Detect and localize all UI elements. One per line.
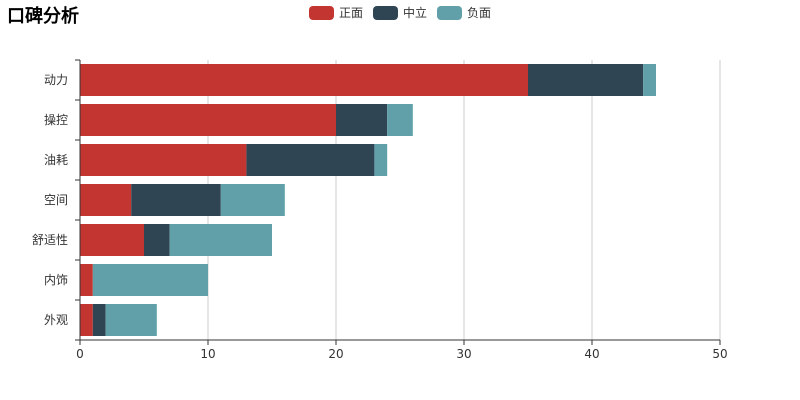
bar-negative	[387, 104, 413, 136]
bar-negative	[105, 304, 157, 336]
bar-negative	[643, 64, 656, 96]
x-tick-label: 20	[328, 347, 343, 361]
bar-positive	[80, 64, 528, 96]
bar-neutral	[336, 104, 388, 136]
bar-neutral	[144, 224, 170, 256]
y-tick-label: 外观	[44, 313, 68, 327]
bar-neutral	[528, 64, 644, 96]
bar-positive	[80, 184, 132, 216]
bar-negative	[169, 224, 272, 256]
y-tick-label: 舒适性	[32, 233, 68, 247]
bar-positive	[80, 224, 144, 256]
legend-item-negative[interactable]: 负面	[437, 4, 491, 21]
chart-title: 口碑分析	[7, 6, 79, 27]
bar-positive	[80, 144, 247, 176]
y-tick-label: 油耗	[44, 153, 68, 167]
bar-neutral	[246, 144, 375, 176]
y-tick-label: 操控	[44, 112, 68, 127]
bar-negative	[374, 144, 388, 176]
x-tick-label: 40	[584, 347, 599, 361]
legend-label-neutral: 中立	[403, 6, 428, 20]
legend-label-positive: 正面	[339, 6, 364, 20]
legend-item-neutral[interactable]: 中立	[373, 4, 427, 21]
bar-neutral	[131, 184, 221, 216]
y-tick-label: 内饰	[44, 273, 68, 287]
x-tick-label: 10	[200, 347, 215, 361]
bar-positive	[80, 264, 93, 296]
bar-positive	[80, 304, 93, 336]
legend-item-positive[interactable]: 正面	[309, 4, 363, 21]
x-tick-label: 50	[712, 347, 727, 361]
y-tick-label: 动力	[44, 73, 68, 87]
bar-neutral	[92, 304, 106, 336]
bar-positive	[80, 104, 336, 136]
legend: 正面 中立 负面	[309, 4, 501, 21]
x-tick-label: 0	[76, 347, 84, 361]
legend-label-negative: 负面	[467, 6, 492, 20]
x-tick-label: 30	[456, 347, 471, 361]
y-tick-label: 空间	[44, 193, 68, 207]
legend-swatch-neutral	[373, 5, 399, 20]
legend-swatch-negative	[437, 5, 463, 20]
bar-negative	[92, 264, 208, 296]
legend-swatch-positive	[309, 5, 334, 20]
bar-negative	[220, 184, 285, 216]
